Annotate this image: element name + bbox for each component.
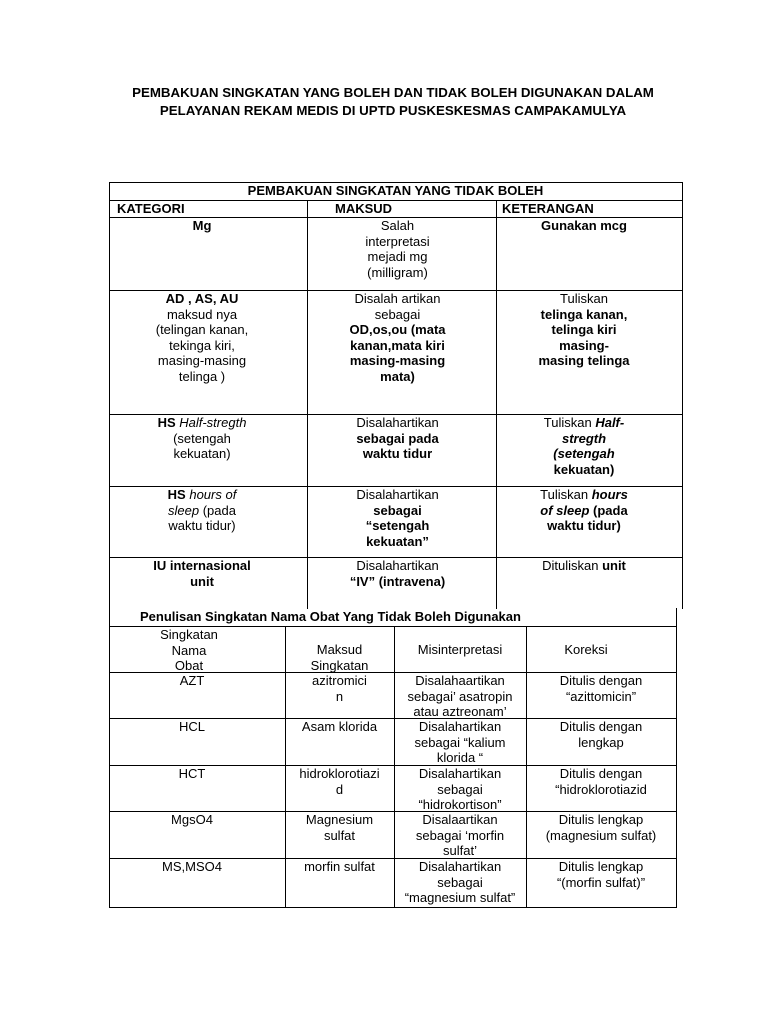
table-cell: HCT (178, 766, 206, 781)
cell-text: Half-stregth (179, 415, 247, 430)
cell-text: hours of sleep (540, 487, 628, 518)
cell-text: OD,os,ou (mata kanan,mata kiri masing-ma… (349, 322, 446, 384)
cell-text: Disalahartikan (356, 487, 439, 502)
table-cell: hidroklorotiazi d (299, 766, 380, 797)
cell-text: sebagai pada waktu tidur (356, 430, 439, 462)
table-border (109, 200, 683, 201)
table-cell: MgsO4 (171, 812, 213, 827)
table-cell: Tuliskan telinga kanan, telinga kiri mas… (496, 291, 672, 369)
table-cell: Disalahartikan sebagai “kalium klorida “ (414, 719, 506, 765)
cell-text: hours of sleep (168, 487, 237, 518)
table-border (109, 907, 677, 908)
table-cell: IU internasional unit (109, 558, 295, 589)
table-border (394, 626, 395, 908)
cell-text: HS (157, 415, 180, 430)
table-cell: azitromici n (312, 673, 367, 704)
table-cell: Dituliskan unit (496, 558, 672, 574)
table-border (109, 858, 677, 859)
table-cell: MS,MSO4 (162, 859, 222, 874)
table-cell: Asam klorida (301, 719, 378, 734)
cell-text: (setengah kekuatan) (173, 430, 231, 462)
cell-text: IU internasional unit (153, 558, 251, 589)
table-border (496, 200, 497, 609)
cell-text: Dituliskan (542, 558, 603, 573)
table-border (109, 718, 677, 719)
cell-text: Half- stregth (setengah (553, 415, 625, 461)
table-border (109, 626, 677, 627)
table-title: Penulisan Singkatan Nama Obat Yang Tidak… (140, 609, 521, 624)
table-cell: AD , AS, AU maksud nya (telingan kanan, … (109, 291, 295, 384)
table-cell: Magnesium sulfat (305, 812, 374, 843)
table-cell: Tuliskan hours of sleep (pada waktu tidu… (496, 487, 672, 534)
table-cell: Mg (109, 218, 295, 234)
table-border (109, 217, 683, 218)
column-header: Misinterpretasi (417, 642, 503, 657)
table-cell: Tuliskan Half- stregth (setengah kekuata… (496, 415, 672, 477)
table-title: PEMBAKUAN SINGKATAN YANG TIDAK BOLEH (247, 183, 544, 198)
table-border (109, 182, 683, 183)
column-header: MAKSUD (335, 201, 393, 216)
cell-text: Tuliskan (560, 291, 608, 306)
table-cell: Disalahartikan sebagai “hidrokortison” (418, 766, 502, 812)
cell-text: HS (167, 487, 190, 502)
table-cell: HS hours of sleep (pada waktu tidur) (109, 487, 295, 534)
cell-text: Tuliskan (540, 487, 592, 502)
table-cell: HS Half-stregth (setengah kekuatan) (109, 415, 295, 462)
cell-text: Disalah artikan sebagai (354, 291, 441, 322)
table-cell: AZT (179, 673, 205, 688)
table-cell: Ditulis lengkap “(morfin sulfat)” (556, 859, 646, 890)
table-cell: Salah interpretasi mejadi mg (milligram) (307, 218, 488, 280)
table-cell: Disalah artikan sebagai OD,os,ou (mata k… (307, 291, 488, 384)
table-border (682, 182, 683, 609)
table-cell: Disalahartikan sebagai “magnesium sulfat… (404, 859, 516, 905)
column-header: Maksud Singkatan (310, 642, 369, 673)
cell-text: “IV” (intravena) (349, 573, 446, 589)
cell-text: (pada waktu tidur) (547, 502, 628, 534)
title-line-1: PEMBAKUAN SINGKATAN YANG BOLEH DAN TIDAK… (132, 85, 654, 100)
cell-text: sebagai “setengah kekuatan” (365, 502, 430, 549)
table-cell: Disalahartikan sebagai “setengah kekuata… (307, 487, 488, 549)
cell-text: unit (602, 558, 626, 573)
cell-text: AD , AS, AU (165, 291, 239, 306)
column-header: KATEGORI (117, 201, 185, 216)
title-line-2: PELAYANAN REKAM MEDIS DI UPTD PUSKESKESM… (159, 103, 627, 118)
cell-text: Mg (192, 218, 212, 233)
cell-text: Salah interpretasi mejadi mg (milligram) (365, 218, 430, 280)
table-border (109, 290, 683, 291)
table-border (109, 608, 110, 908)
table-cell: HCL (178, 719, 205, 734)
table-border (109, 486, 683, 487)
table-cell: Gunakan mcg (496, 218, 672, 234)
column-header: KETERANGAN (502, 201, 594, 216)
cell-text: Disalahartikan (356, 558, 439, 573)
table-cell: Ditulis lengkap (magnesium sulfat) (545, 812, 657, 843)
table-cell: Disalahaartikan sebagai’ asatropin atau … (407, 673, 513, 719)
cell-text: kekuatan) (553, 461, 615, 477)
table-border (109, 811, 677, 812)
table-cell: Ditulis dengan lengkap (559, 719, 643, 750)
table-cell: morfin sulfat (304, 859, 375, 874)
table-cell: Ditulis dengan “hidroklorotiazid (555, 766, 647, 797)
cell-text: Tuliskan (543, 415, 596, 430)
table-border (109, 182, 110, 609)
table-border (109, 557, 683, 558)
table-cell: Disalahartikan sebagai pada waktu tidur (307, 415, 488, 462)
table-cell: Ditulis dengan “azittomicin” (559, 673, 643, 704)
cell-text: Gunakan mcg (541, 218, 627, 233)
table-cell: Disalaartikan sebagai ‘morfin sulfat’ (415, 812, 505, 858)
table-border (109, 672, 677, 673)
cell-text: maksud nya (telingan kanan, tekinga kiri… (155, 306, 249, 384)
table-border (285, 626, 286, 908)
column-header: Koreksi (564, 642, 608, 657)
cell-text: Disalahartikan (356, 415, 439, 430)
table-border (307, 200, 308, 609)
table-border (676, 608, 677, 908)
column-header: Singkatan Nama Obat (160, 627, 218, 673)
cell-text: (pada waktu tidur) (168, 502, 236, 534)
table-cell: Disalahartikan “IV” (intravena) (307, 558, 488, 589)
table-border (526, 626, 527, 908)
cell-text: telinga kanan, telinga kiri masing- masi… (538, 306, 630, 369)
table-border (109, 414, 683, 415)
table-border (109, 765, 677, 766)
